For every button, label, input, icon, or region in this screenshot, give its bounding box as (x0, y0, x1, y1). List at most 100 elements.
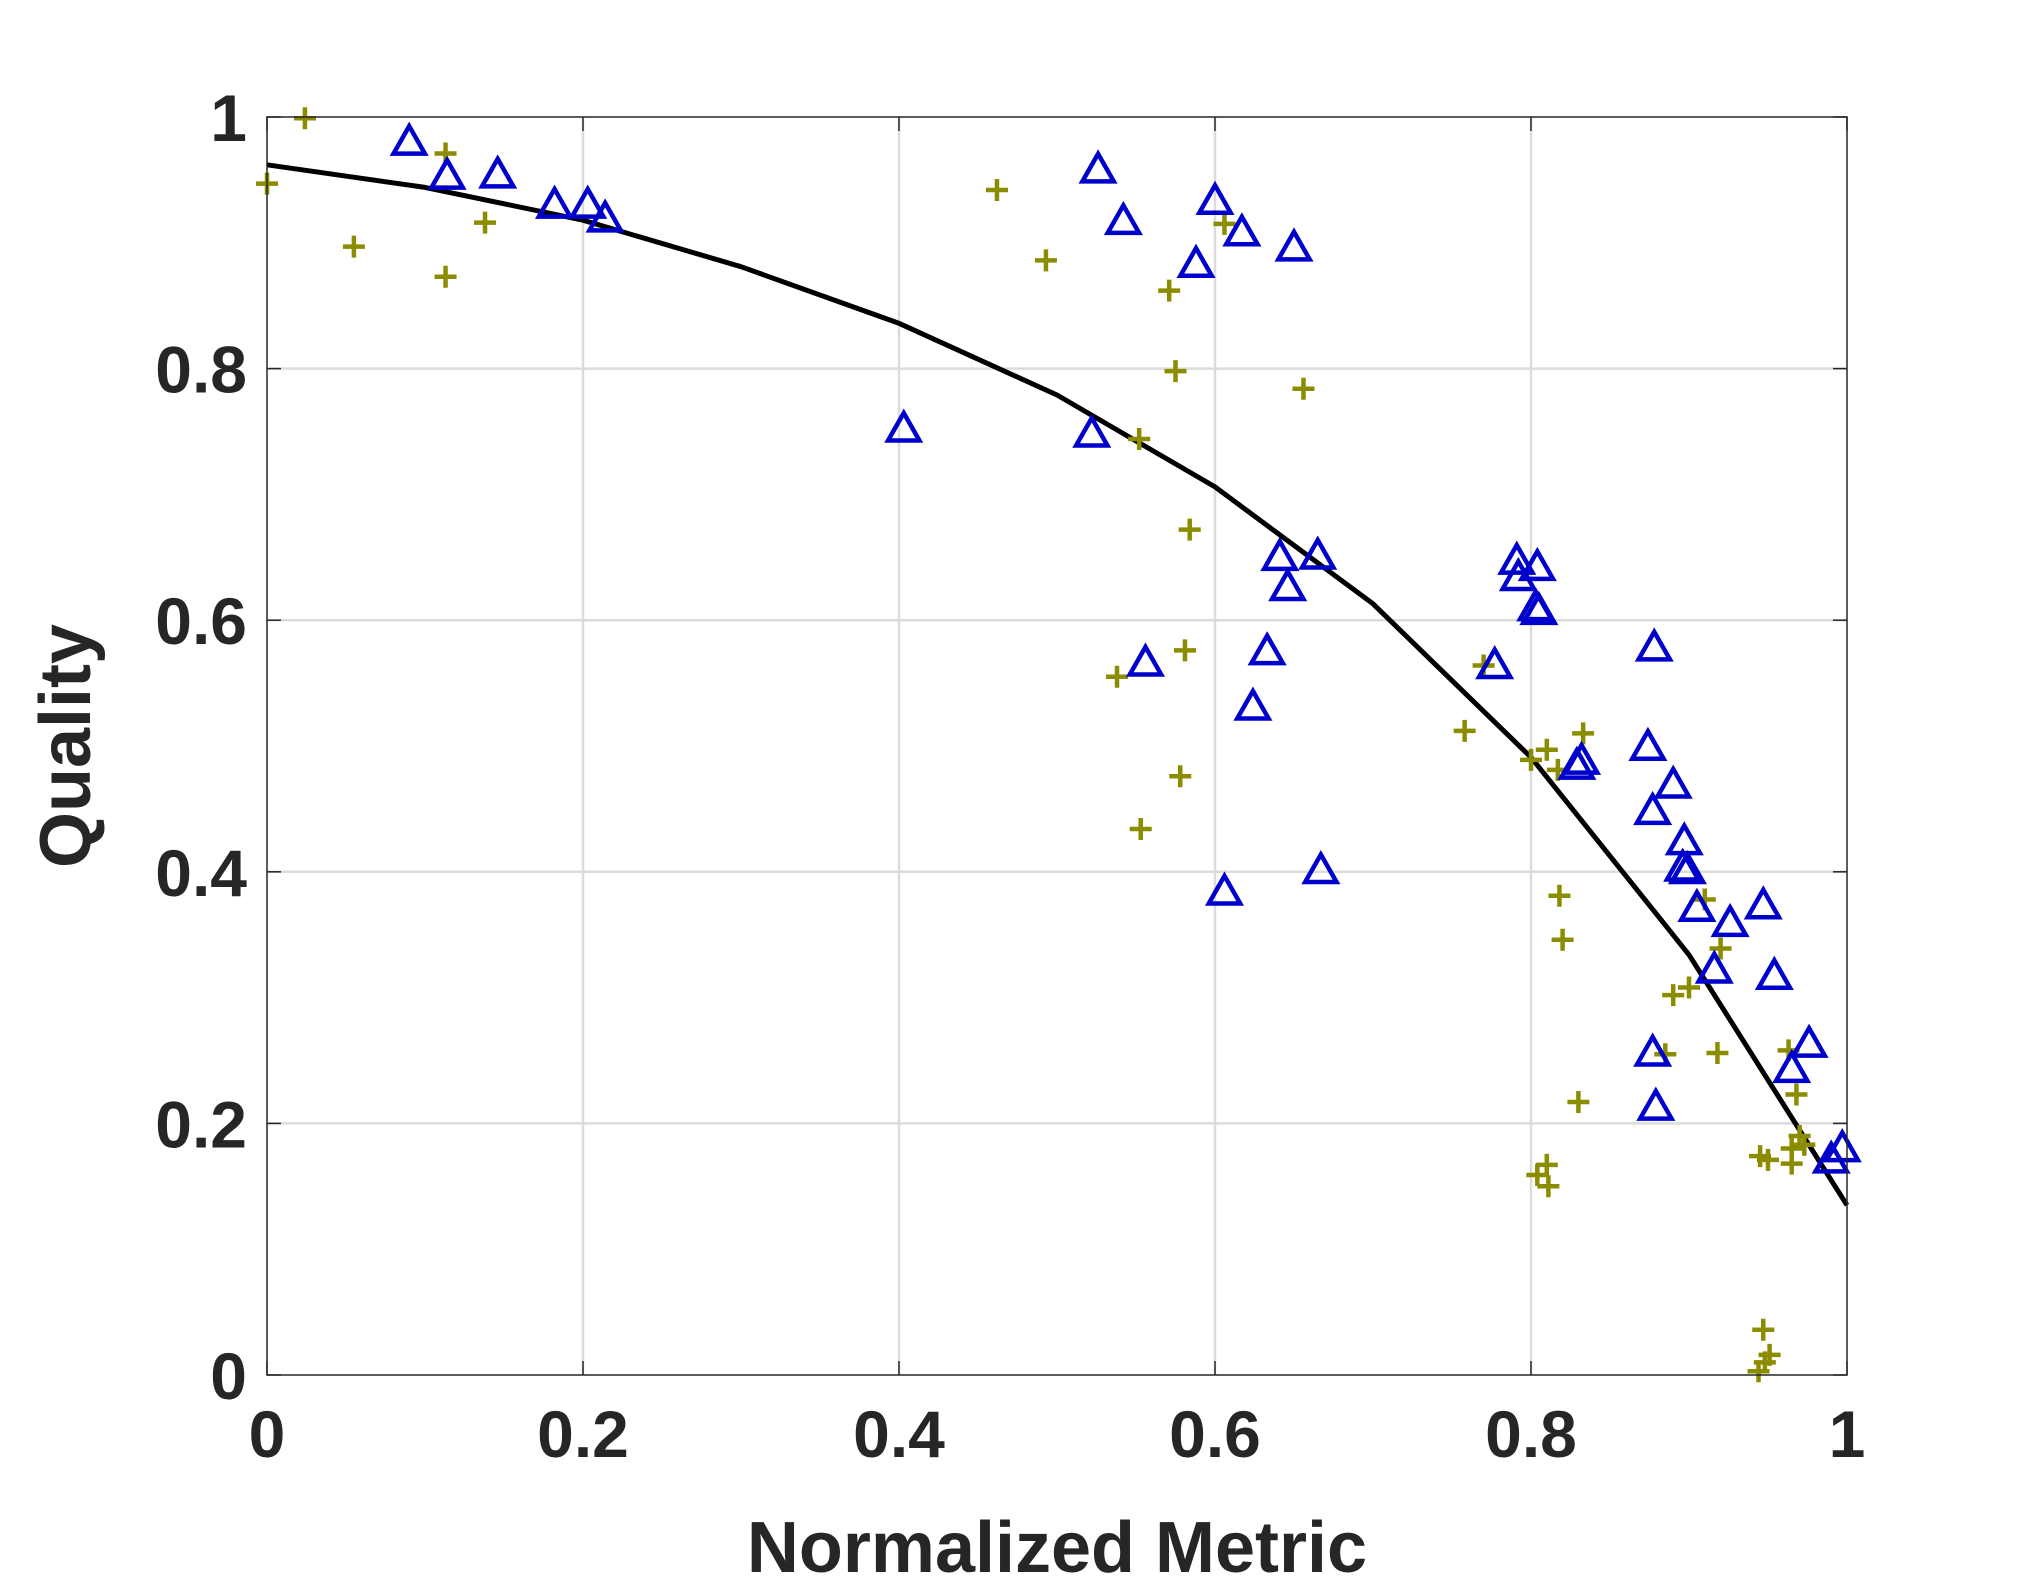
x-tick-label: 0.2 (537, 1397, 629, 1471)
triangle-point (1519, 590, 1559, 626)
plus-point (1780, 1152, 1803, 1175)
triangle-point (1562, 740, 1602, 775)
triangle-point (1176, 243, 1216, 278)
triangle-point (585, 198, 625, 233)
triangle-point (1072, 413, 1112, 448)
plus-point (1752, 1318, 1775, 1341)
plus-point (1128, 428, 1151, 451)
plus-point (474, 211, 497, 234)
triangle-point (1268, 566, 1308, 602)
y-tick-label: 1 (210, 81, 247, 155)
plus-point (293, 107, 316, 130)
plus-point (1753, 1351, 1776, 1374)
triangle-point (389, 121, 429, 156)
grid (267, 117, 1847, 1375)
triangle-point (1694, 949, 1734, 984)
triangle-point (1233, 686, 1273, 721)
plus-point (1785, 1083, 1808, 1106)
triangle-point (1475, 644, 1515, 680)
plus-point (1548, 884, 1571, 907)
triangle-point (1822, 1128, 1862, 1163)
axis-ticks (266, 116, 1848, 1376)
triangle-point (1667, 849, 1707, 885)
triangle-point (1195, 180, 1235, 216)
plus-point (1292, 377, 1315, 400)
plus-point (1169, 765, 1192, 788)
plus-point (1662, 984, 1685, 1007)
plus-point (1793, 1133, 1816, 1156)
x-axis-label: Normalized Metric (747, 1508, 1367, 1583)
triangle-point (1274, 227, 1314, 262)
plus-point (1164, 360, 1187, 383)
triangle-point (1301, 849, 1341, 885)
triangle-point (1754, 955, 1794, 990)
triangle-point (884, 408, 924, 443)
plus-point (1034, 249, 1057, 272)
plus-point (1178, 518, 1201, 541)
plus-point (1106, 665, 1129, 688)
x-tick-label: 0.6 (1169, 1397, 1261, 1471)
triangle-point (1247, 631, 1287, 666)
plus-point (1678, 976, 1700, 999)
plus-point (434, 265, 457, 288)
triangle-point (1653, 764, 1693, 799)
y-tick-label: 0.4 (155, 836, 247, 910)
plus-point (1520, 748, 1542, 771)
triangle-point (427, 155, 467, 190)
plus-point (1537, 1175, 1560, 1198)
plus-point (1757, 1148, 1779, 1171)
triangle-point (1260, 536, 1300, 572)
triangle-point (1633, 1032, 1673, 1067)
plus-point (342, 235, 365, 258)
fit-curve-layer (266, 162, 1850, 1207)
triangle-point (1298, 535, 1338, 570)
triangle-point (1103, 200, 1143, 236)
plus-point (1173, 639, 1196, 662)
plus-point (1158, 279, 1181, 302)
triangle-point (1811, 1139, 1851, 1174)
y-tick-label: 0 (210, 1339, 247, 1413)
triangle-point (1677, 887, 1717, 923)
plus-point (1551, 928, 1574, 951)
plot-border (266, 116, 1848, 1376)
triangle-point (478, 154, 518, 189)
plus-point (1572, 722, 1595, 745)
triangle-point (1772, 1048, 1812, 1084)
plus-point (1706, 1041, 1729, 1064)
plus-point (1535, 1153, 1558, 1176)
triangle-point (1517, 546, 1557, 582)
triangle-point (1497, 540, 1537, 575)
x-tick-label: 0.8 (1485, 1397, 1577, 1471)
triangle-point (535, 184, 575, 219)
x-tick-label: 1 (1829, 1397, 1866, 1471)
x-tick-label: 0 (249, 1397, 286, 1471)
triangle-point (1222, 212, 1262, 247)
y-tick-label: 0.8 (155, 333, 247, 407)
plus-point (1129, 818, 1152, 841)
triangle-point (1633, 790, 1673, 826)
plus-point (1213, 212, 1236, 235)
plus-point (985, 178, 1008, 201)
triangle-point (1628, 726, 1668, 762)
triangle-point (1710, 902, 1750, 938)
triangle-point (1204, 871, 1245, 906)
y-tick-label: 0.6 (155, 584, 247, 658)
triangle-point (1663, 847, 1703, 882)
fit-curve (266, 162, 1850, 1207)
plot-area (267, 117, 1847, 1375)
triangle-point (1743, 885, 1783, 920)
triangle-point (1125, 642, 1166, 677)
plus-point (1535, 738, 1558, 761)
y-tick-labels: 0 0.2 0.4 0.6 0.8 1 (155, 81, 247, 1413)
plus-point (1709, 937, 1732, 960)
x-tick-labels: 0 0.2 0.4 0.6 0.8 1 (249, 1397, 1866, 1471)
y-axis-label: Quality (26, 624, 106, 868)
plus-point (1567, 1091, 1590, 1114)
triangle-series-layer (389, 121, 1862, 1174)
triangle-point (1078, 149, 1118, 184)
triangle-point (1634, 627, 1674, 662)
x-tick-label: 0.4 (853, 1397, 945, 1471)
triangle-point (1789, 1023, 1829, 1058)
triangle-point (568, 184, 608, 219)
